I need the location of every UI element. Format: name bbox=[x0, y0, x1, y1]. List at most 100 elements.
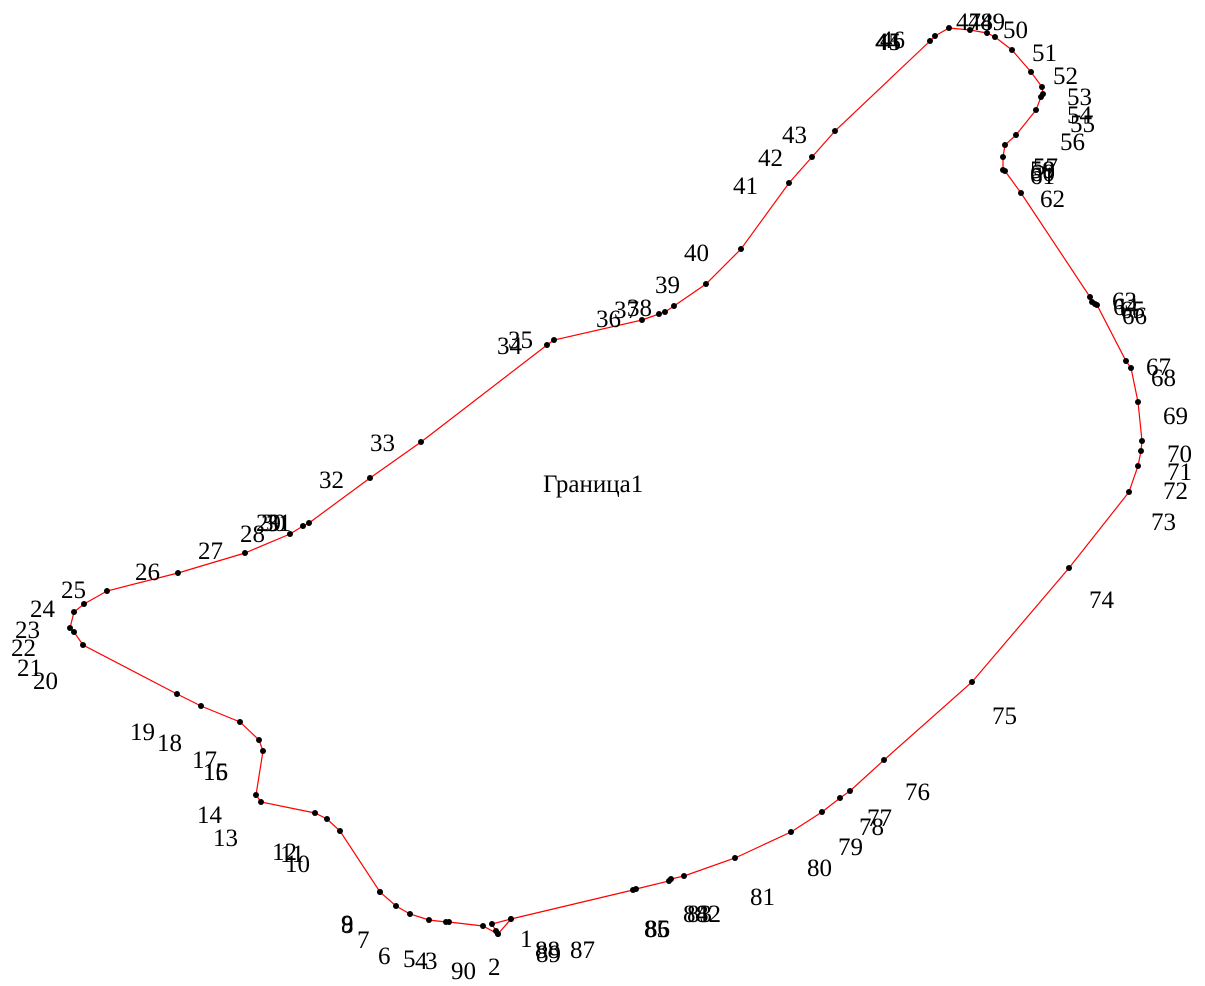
vertex-label: 69 bbox=[1163, 403, 1188, 430]
vertex-point bbox=[175, 570, 181, 576]
vertex-point bbox=[992, 34, 998, 40]
vertex-label: 64 bbox=[1113, 294, 1139, 321]
vertex-point bbox=[81, 601, 87, 607]
vertex-label: 58 bbox=[1030, 157, 1055, 184]
vertex-label: 66 bbox=[1122, 303, 1147, 330]
vertex-label: 17 bbox=[192, 747, 217, 774]
vertex-label: 35 bbox=[508, 327, 533, 354]
vertex-label: 87 bbox=[570, 937, 595, 964]
vertex-label: 86 bbox=[645, 916, 670, 943]
vertex-point bbox=[703, 281, 709, 287]
vertex-label: 63 bbox=[1112, 288, 1137, 315]
vertex-point bbox=[630, 887, 636, 893]
vertex-point bbox=[809, 154, 815, 160]
vertex-label: 29 bbox=[256, 510, 281, 537]
vertex-point bbox=[71, 609, 77, 615]
vertex-label: 82 bbox=[696, 901, 721, 928]
vertex-label: 7 bbox=[357, 927, 370, 954]
vertex-label: 14 bbox=[197, 802, 223, 829]
vertex-label: 41 bbox=[733, 173, 758, 200]
vertex-point bbox=[1038, 94, 1044, 100]
vertex-point bbox=[681, 873, 687, 879]
vertex-point bbox=[300, 523, 306, 529]
vertex-label: 43 bbox=[782, 122, 807, 149]
vertex-point bbox=[367, 475, 373, 481]
vertex-point bbox=[260, 748, 266, 754]
vertex-label: 28 bbox=[240, 521, 265, 548]
vertex-label: 61 bbox=[1030, 163, 1055, 190]
vertex-point bbox=[1039, 84, 1045, 90]
vertex-point bbox=[656, 311, 662, 317]
vertex-label: 30 bbox=[261, 510, 286, 537]
vertex-label: 40 bbox=[684, 240, 709, 267]
vertex-point bbox=[732, 855, 738, 861]
vertex-label: 57 bbox=[1033, 154, 1058, 181]
vertex-label: 47 bbox=[956, 9, 981, 36]
vertex-label: 5 bbox=[403, 946, 416, 973]
vertex-label: 4 bbox=[415, 948, 428, 975]
vertex-label: 3 bbox=[425, 948, 438, 975]
vertex-point bbox=[832, 128, 838, 134]
vertex-label: 76 bbox=[905, 779, 930, 806]
vertex-label: 42 bbox=[758, 145, 783, 172]
vertex-points bbox=[67, 25, 1145, 937]
vertex-point bbox=[984, 30, 990, 36]
vertex-label: 46 bbox=[880, 27, 905, 54]
vertex-label: 78 bbox=[859, 814, 884, 841]
vertex-label: 80 bbox=[807, 855, 832, 882]
vertex-label: 45 bbox=[876, 29, 901, 56]
vertex-point bbox=[443, 919, 449, 925]
vertex-point bbox=[489, 921, 495, 927]
vertex-label: 39 bbox=[655, 272, 680, 299]
vertex-label: 75 bbox=[992, 703, 1017, 730]
vertex-label: 38 bbox=[627, 295, 652, 322]
vertex-label: 77 bbox=[867, 805, 892, 832]
vertex-point bbox=[377, 889, 383, 895]
vertex-label: 31 bbox=[266, 510, 291, 537]
vertex-point bbox=[1009, 47, 1015, 53]
vertex-point bbox=[174, 691, 180, 697]
vertex-point bbox=[1139, 438, 1145, 444]
vertex-label: 52 bbox=[1053, 63, 1078, 90]
vertex-label: 49 bbox=[980, 9, 1005, 36]
vertex-label: 53 bbox=[1067, 84, 1092, 111]
vertex-point bbox=[1094, 302, 1100, 308]
vertex-point bbox=[1066, 565, 1072, 571]
vertex-point bbox=[242, 550, 248, 556]
vertex-point bbox=[1033, 107, 1039, 113]
vertex-label: 73 bbox=[1151, 509, 1176, 536]
vertex-label: 12 bbox=[272, 839, 297, 866]
vertex-point bbox=[253, 792, 259, 798]
vertex-point bbox=[1087, 294, 1093, 300]
vertex-point bbox=[927, 38, 933, 44]
vertex-point bbox=[1028, 69, 1034, 75]
vertex-label: 13 bbox=[213, 825, 238, 852]
vertex-point bbox=[104, 588, 110, 594]
vertex-point bbox=[1128, 365, 1134, 371]
vertex-label: 72 bbox=[1163, 478, 1188, 505]
vertex-point bbox=[80, 642, 86, 648]
vertex-point bbox=[881, 757, 887, 763]
vertex-label: 36 bbox=[596, 306, 621, 333]
vertex-point bbox=[1002, 142, 1008, 148]
vertex-point bbox=[967, 27, 973, 33]
vertex-point bbox=[1126, 489, 1132, 495]
vertex-label: 19 bbox=[130, 719, 155, 746]
vertex-label: 9 bbox=[341, 911, 354, 938]
vertex-label: 37 bbox=[614, 297, 639, 324]
vertex-point bbox=[67, 625, 73, 631]
vertex-label: 68 bbox=[1151, 365, 1176, 392]
vertex-label: 2 bbox=[488, 954, 501, 981]
vertex-label: 18 bbox=[157, 730, 182, 757]
vertex-label: 90 bbox=[451, 958, 476, 985]
vertex-point bbox=[256, 737, 262, 743]
vertex-point bbox=[407, 911, 413, 917]
vertex-label: 85 bbox=[644, 916, 669, 943]
vertex-label: 6 bbox=[378, 943, 391, 970]
vertex-label: 10 bbox=[285, 851, 310, 878]
vertex-point bbox=[946, 25, 952, 31]
vertex-label: 88 bbox=[535, 937, 560, 964]
vertex-point bbox=[324, 816, 330, 822]
vertex-label: 83 bbox=[687, 901, 712, 928]
vertex-label: 23 bbox=[15, 617, 40, 644]
